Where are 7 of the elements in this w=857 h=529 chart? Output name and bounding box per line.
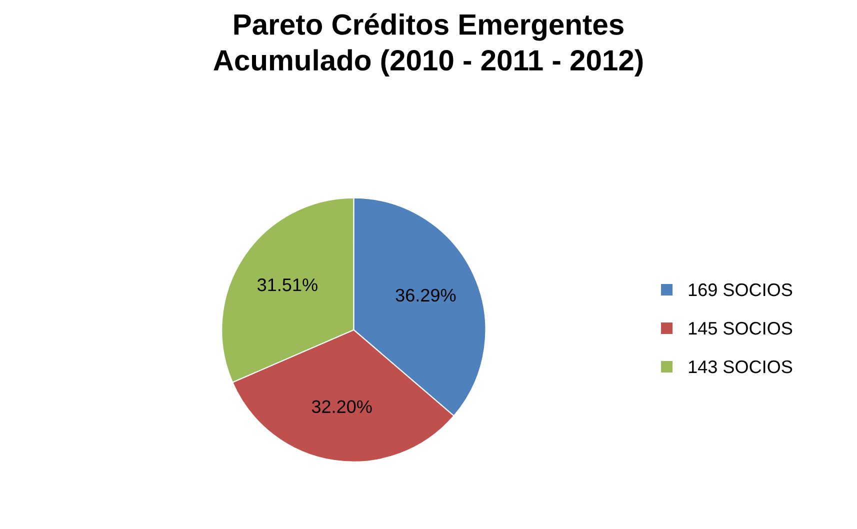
chart-title: Pareto Créditos Emergentes Acumulado (2010 - 2011 - 2012) — [214, 13, 643, 76]
legend-label: 143 SOCIOS — [688, 360, 792, 374]
data-label: 32.20% — [312, 400, 372, 414]
data-label: 36.29% — [396, 288, 456, 302]
legend-label: 145 SOCIOS — [688, 322, 792, 335]
legend-label: 169 SOCIOS — [688, 283, 792, 296]
data-label: 31.51% — [258, 278, 318, 292]
